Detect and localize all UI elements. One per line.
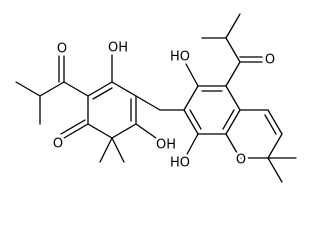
hydroxyl-label: OH [108,41,128,56]
bond [111,137,125,163]
bond [99,137,113,163]
bond [225,133,241,159]
hydroxyl-label: OH [156,138,176,153]
bonds [15,13,297,183]
oxygen-label: O [265,53,275,68]
bond [135,95,161,111]
bond [183,109,199,135]
bond [111,81,137,97]
hydroxyl-label: HO [170,156,190,171]
bond [267,133,283,159]
bond [267,157,283,183]
bond [15,81,41,97]
bond [87,123,113,139]
bond [264,114,277,135]
bond [225,61,241,87]
bond [183,85,199,111]
bond [63,81,89,97]
bond [225,109,241,135]
bond [39,81,65,97]
bond [225,85,241,111]
oxygen-label: O [57,42,67,57]
atom-labels: OH O O OH HO HO O O [50,38,277,173]
bond [267,109,283,135]
molecule-diagram: OH O O OH HO HO O O [15,13,297,183]
bond [135,123,157,139]
hydroxyl-label: HO [170,50,190,65]
oxygen-label: O [53,137,63,152]
bond [185,133,199,157]
bond [225,13,241,39]
bond [185,63,199,87]
bond [111,123,137,139]
bond [189,109,202,130]
bond [87,81,113,97]
bond [92,87,113,100]
bond [60,119,86,135]
bond [63,123,89,139]
bond [225,37,241,63]
oxygen-label: O [236,153,246,168]
bond [222,109,235,130]
